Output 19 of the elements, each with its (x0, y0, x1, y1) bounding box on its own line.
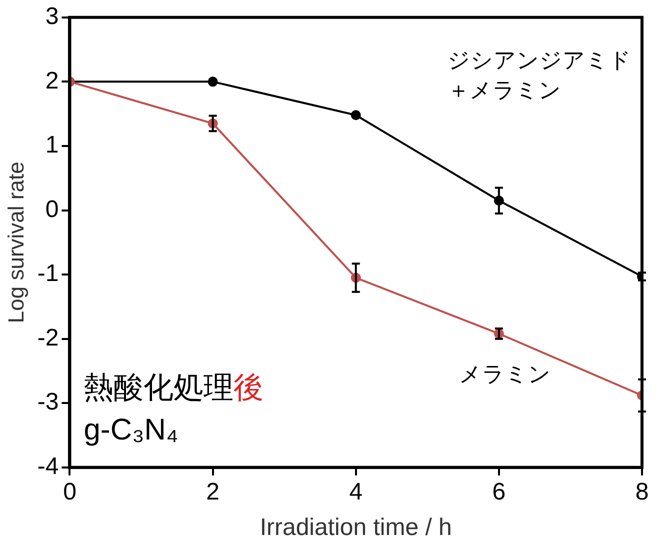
x-tick-label: 8 (635, 478, 649, 506)
x-axis-title: Irradiation time / h (260, 514, 452, 542)
y-tick-label: -3 (37, 388, 59, 416)
x-tick-label: 0 (63, 478, 76, 506)
y-tick-label: 3 (45, 3, 59, 30)
y-tick-label: -4 (37, 453, 59, 480)
y-tick-label: -1 (37, 260, 59, 288)
x-tick-label: 2 (206, 478, 220, 506)
annotation: g-C₃N₄ (84, 413, 178, 446)
series-label: メラミン (458, 362, 551, 387)
text: ジシアンジアミド＋メラミン (447, 47, 632, 102)
y-tick-label: -2 (37, 324, 59, 352)
x-tick-label: 4 (349, 478, 363, 506)
y-tick-label: 1 (45, 132, 59, 159)
y-tick-label: 2 (45, 67, 59, 94)
x-tick-label: 6 (492, 478, 506, 506)
y-tick-label: 0 (45, 196, 59, 223)
y-axis-title: Log survival rate (3, 162, 28, 324)
annotation: 熱酸化処理後 (84, 371, 264, 404)
